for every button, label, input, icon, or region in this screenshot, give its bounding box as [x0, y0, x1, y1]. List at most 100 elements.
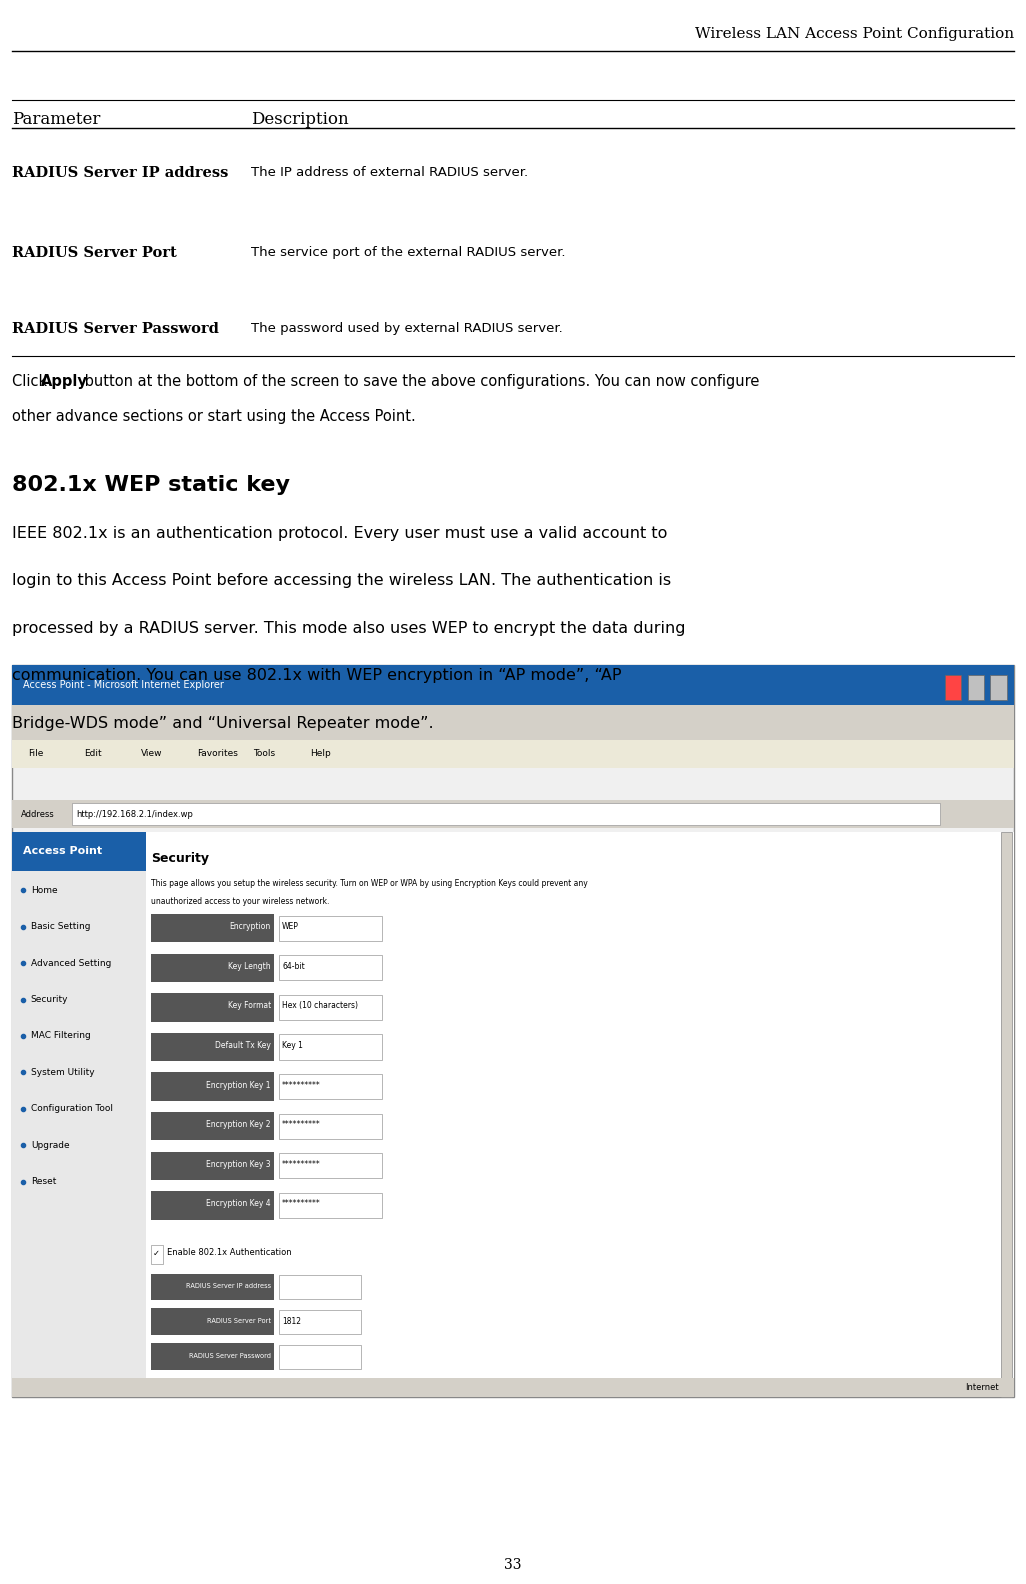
Text: Basic Setting: Basic Setting	[31, 922, 90, 931]
Text: The IP address of external RADIUS server.: The IP address of external RADIUS server…	[251, 166, 528, 179]
Bar	[279, 955, 382, 980]
Text: RADIUS Server Password: RADIUS Server Password	[12, 322, 220, 336]
Text: **********: **********	[282, 1120, 321, 1129]
Bar	[279, 1034, 382, 1060]
Text: Security: Security	[151, 852, 209, 865]
Text: Wireless LAN Access Point Configuration: Wireless LAN Access Point Configuration	[695, 27, 1014, 41]
Text: View: View	[141, 749, 162, 759]
Text: The password used by external RADIUS server.: The password used by external RADIUS ser…	[251, 322, 563, 334]
Bar	[12, 665, 1014, 1397]
Text: System Utility: System Utility	[31, 1068, 94, 1077]
Text: Favorites: Favorites	[197, 749, 238, 759]
Text: IEEE 802.1x is an authentication protocol. Every user must use a valid account t: IEEE 802.1x is an authentication protoco…	[12, 526, 668, 540]
Bar	[151, 1072, 274, 1101]
Text: Default Tx Key: Default Tx Key	[215, 1041, 271, 1050]
Text: Click: Click	[12, 374, 52, 388]
Bar	[279, 1275, 361, 1299]
Text: Encryption Key 2: Encryption Key 2	[206, 1120, 271, 1129]
Bar	[151, 1112, 274, 1140]
Text: RADIUS Server IP address: RADIUS Server IP address	[186, 1283, 271, 1289]
Text: unauthorized access to your wireless network.: unauthorized access to your wireless net…	[151, 897, 329, 906]
Bar	[12, 832, 1014, 1397]
Bar	[279, 1153, 382, 1178]
Text: Upgrade: Upgrade	[31, 1140, 70, 1150]
Text: Security: Security	[31, 995, 69, 1004]
Bar	[12, 740, 1014, 768]
Text: Key Length: Key Length	[228, 961, 271, 971]
Bar	[151, 1033, 274, 1061]
Bar	[12, 1378, 1014, 1397]
Text: Tools: Tools	[253, 749, 276, 759]
Text: Help: Help	[310, 749, 330, 759]
Text: Home: Home	[31, 885, 57, 895]
Bar	[12, 705, 1014, 740]
Bar	[151, 954, 274, 982]
Bar	[12, 832, 146, 871]
Text: button at the bottom of the screen to save the above configurations. You can now: button at the bottom of the screen to sa…	[80, 374, 759, 388]
Bar	[945, 675, 961, 700]
Bar	[151, 1343, 274, 1370]
Text: WEP: WEP	[282, 922, 299, 931]
Bar	[279, 1114, 382, 1139]
Bar	[279, 1074, 382, 1099]
Bar	[1001, 832, 1012, 1397]
Text: 33: 33	[504, 1559, 522, 1571]
Text: RADIUS Server IP address: RADIUS Server IP address	[12, 166, 229, 181]
Bar	[151, 993, 274, 1022]
Text: Apply: Apply	[41, 374, 88, 388]
Bar	[279, 1345, 361, 1369]
Text: **********: **********	[282, 1080, 321, 1090]
Text: ✓: ✓	[153, 1248, 160, 1258]
Text: MAC Filtering: MAC Filtering	[31, 1031, 90, 1041]
Text: RADIUS Server Port: RADIUS Server Port	[12, 246, 177, 260]
Text: Encryption Key 4: Encryption Key 4	[206, 1199, 271, 1209]
Text: processed by a RADIUS server. This mode also uses WEP to encrypt the data during: processed by a RADIUS server. This mode …	[12, 621, 685, 635]
Text: Advanced Setting: Advanced Setting	[31, 958, 111, 968]
Bar	[151, 1308, 274, 1335]
Text: Key 1: Key 1	[282, 1041, 303, 1050]
Text: Address: Address	[21, 809, 54, 819]
Text: Hex (10 characters): Hex (10 characters)	[282, 1001, 358, 1011]
Bar	[151, 1191, 274, 1220]
Text: communication. You can use 802.1x with WEP encryption in “AP mode”, “AP: communication. You can use 802.1x with W…	[12, 668, 622, 683]
Bar	[279, 1310, 361, 1334]
Text: RADIUS Server Port: RADIUS Server Port	[207, 1318, 271, 1324]
Text: Encryption: Encryption	[230, 922, 271, 931]
Text: This page allows you setup the wireless security. Turn on WEP or WPA by using En: This page allows you setup the wireless …	[151, 879, 588, 889]
Text: File: File	[28, 749, 43, 759]
Bar	[151, 1245, 163, 1264]
Bar	[990, 675, 1007, 700]
Text: Reset: Reset	[31, 1177, 56, 1186]
Text: **********: **********	[282, 1159, 321, 1169]
Bar	[151, 914, 274, 942]
Text: Enable 802.1x Authentication: Enable 802.1x Authentication	[167, 1248, 291, 1258]
Text: **********: **********	[282, 1199, 321, 1209]
Bar	[279, 1193, 382, 1218]
Bar	[968, 675, 984, 700]
Text: Key Format: Key Format	[228, 1001, 271, 1011]
Text: login to this Access Point before accessing the wireless LAN. The authentication: login to this Access Point before access…	[12, 573, 671, 588]
Bar	[12, 871, 146, 1397]
Bar	[279, 995, 382, 1020]
Bar	[279, 916, 382, 941]
Text: Description: Description	[251, 111, 349, 128]
Text: Bridge-WDS mode” and “Universal Repeater mode”.: Bridge-WDS mode” and “Universal Repeater…	[12, 716, 434, 730]
Text: http://192.168.2.1/index.wp: http://192.168.2.1/index.wp	[76, 809, 193, 819]
Text: Parameter: Parameter	[12, 111, 101, 128]
Text: 64-bit: 64-bit	[282, 961, 305, 971]
Text: Configuration Tool: Configuration Tool	[31, 1104, 113, 1114]
Text: Internet: Internet	[964, 1383, 998, 1392]
Text: other advance sections or start using the Access Point.: other advance sections or start using th…	[12, 409, 417, 423]
Text: 1812: 1812	[282, 1316, 302, 1326]
Text: Encryption Key 1: Encryption Key 1	[206, 1080, 271, 1090]
Text: The service port of the external RADIUS server.: The service port of the external RADIUS …	[251, 246, 566, 258]
Bar	[72, 803, 940, 825]
Bar	[12, 800, 1014, 828]
Text: Encryption Key 3: Encryption Key 3	[206, 1159, 271, 1169]
Text: 802.1x WEP static key: 802.1x WEP static key	[12, 475, 290, 496]
Text: Access Point - Microsoft Internet Explorer: Access Point - Microsoft Internet Explor…	[23, 680, 224, 691]
Text: Edit: Edit	[84, 749, 102, 759]
Bar	[151, 1152, 274, 1180]
Text: Access Point: Access Point	[23, 846, 102, 857]
Bar	[151, 1274, 274, 1300]
